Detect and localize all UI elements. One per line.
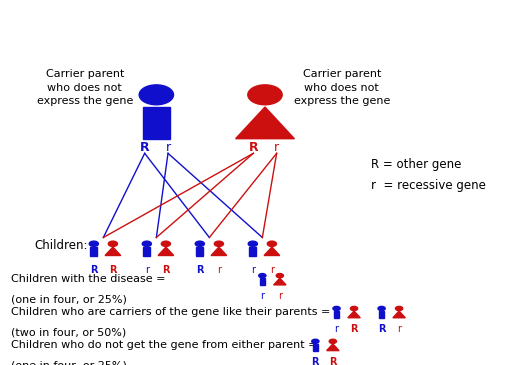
Text: Children who are carriers of the gene like their parents =: Children who are carriers of the gene li… — [11, 307, 330, 317]
Text: R = other gene
r  = recessive gene: R = other gene r = recessive gene — [371, 158, 486, 192]
Text: (two in four, or 50%): (two in four, or 50%) — [11, 327, 126, 337]
FancyBboxPatch shape — [90, 247, 98, 256]
Text: r: r — [260, 292, 264, 301]
Text: r: r — [217, 265, 221, 274]
Text: R: R — [350, 324, 358, 334]
Ellipse shape — [108, 241, 118, 246]
Ellipse shape — [267, 241, 277, 246]
Text: r: r — [397, 324, 401, 334]
Text: R: R — [109, 265, 117, 274]
Text: Children:: Children: — [34, 239, 88, 252]
Text: R: R — [90, 265, 98, 274]
Text: R: R — [329, 357, 337, 365]
Text: (one in four, or 25%): (one in four, or 25%) — [11, 360, 127, 365]
Ellipse shape — [161, 241, 171, 246]
Text: r: r — [278, 292, 282, 301]
Polygon shape — [158, 247, 174, 256]
Polygon shape — [264, 247, 280, 256]
Ellipse shape — [259, 273, 266, 278]
Polygon shape — [211, 247, 227, 256]
FancyBboxPatch shape — [260, 278, 265, 285]
FancyBboxPatch shape — [143, 107, 170, 139]
Text: R: R — [378, 324, 385, 334]
Ellipse shape — [195, 241, 205, 246]
Ellipse shape — [248, 85, 282, 105]
Ellipse shape — [276, 273, 284, 278]
Text: r: r — [270, 265, 274, 274]
Text: Carrier parent
who does not
express the gene: Carrier parent who does not express the … — [294, 69, 390, 106]
Ellipse shape — [395, 306, 403, 311]
Polygon shape — [105, 247, 121, 256]
FancyBboxPatch shape — [313, 344, 318, 351]
Text: R: R — [196, 265, 204, 274]
Text: r: r — [145, 265, 149, 274]
FancyBboxPatch shape — [249, 247, 257, 256]
Text: r: r — [274, 141, 279, 154]
Text: r: r — [251, 265, 255, 274]
Ellipse shape — [312, 339, 319, 343]
FancyBboxPatch shape — [196, 247, 204, 256]
Polygon shape — [348, 311, 360, 318]
Text: Children with the disease =: Children with the disease = — [11, 274, 165, 284]
Ellipse shape — [248, 241, 258, 246]
Text: Carrier parent
who does not
express the gene: Carrier parent who does not express the … — [37, 69, 133, 106]
Ellipse shape — [350, 306, 358, 311]
Text: r: r — [165, 141, 171, 154]
Text: R: R — [140, 141, 149, 154]
Text: (one in four, or 25%): (one in four, or 25%) — [11, 294, 127, 304]
Ellipse shape — [329, 339, 337, 343]
Polygon shape — [273, 278, 286, 285]
Polygon shape — [393, 311, 405, 318]
Text: R: R — [162, 265, 170, 274]
Ellipse shape — [378, 306, 385, 311]
Ellipse shape — [214, 241, 224, 246]
Ellipse shape — [333, 306, 340, 311]
Text: R: R — [249, 141, 258, 154]
FancyBboxPatch shape — [334, 311, 339, 318]
FancyBboxPatch shape — [143, 247, 151, 256]
Ellipse shape — [142, 241, 152, 246]
Ellipse shape — [139, 85, 173, 105]
Text: R: R — [312, 357, 319, 365]
Ellipse shape — [89, 241, 99, 246]
Text: Children who do not get the gene from either parent =: Children who do not get the gene from ei… — [11, 340, 317, 350]
Text: r: r — [334, 324, 339, 334]
Polygon shape — [236, 107, 294, 139]
FancyBboxPatch shape — [379, 311, 384, 318]
Polygon shape — [326, 344, 339, 351]
